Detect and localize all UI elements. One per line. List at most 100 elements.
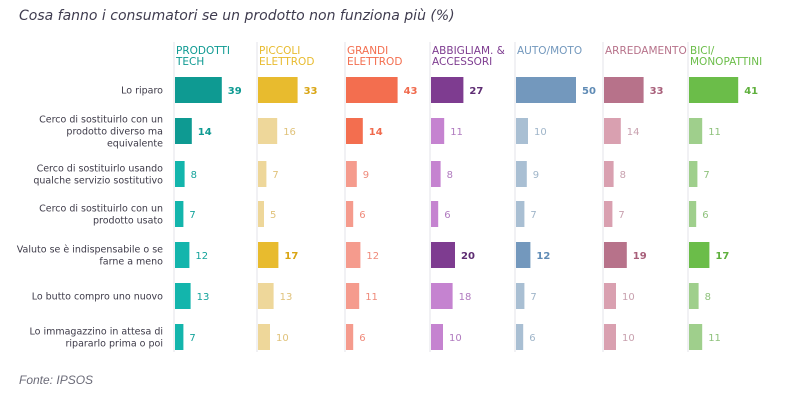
data-label: 33 [304, 86, 318, 97]
bar [689, 242, 710, 268]
bar [689, 161, 698, 187]
bar [346, 161, 357, 187]
bars [175, 77, 739, 350]
category-label: ripararlo prima o poi [66, 339, 164, 350]
data-label: 41 [744, 86, 758, 97]
data-label: 5 [270, 210, 276, 221]
series-header: ACCESSORI [432, 56, 492, 68]
series-header: AUTO/MOTO [517, 45, 582, 57]
bar [431, 77, 464, 103]
data-label: 14 [369, 127, 383, 138]
category-label: Cerco di sostituirlo con un [39, 115, 163, 126]
bar [604, 77, 644, 103]
bar [689, 118, 703, 144]
bar [258, 77, 298, 103]
bar [604, 201, 613, 227]
bar [689, 77, 739, 103]
data-label: 6 [444, 210, 450, 221]
bar [604, 161, 614, 187]
data-label: 7 [618, 210, 624, 221]
data-label: 10 [449, 333, 462, 344]
data-label: 6 [702, 210, 708, 221]
bar [346, 283, 360, 309]
category-label: Lo butto compro uno nuovo [32, 292, 163, 303]
data-label: 9 [363, 170, 369, 181]
series-header: TECH [175, 56, 204, 68]
data-label: 17 [715, 251, 729, 262]
series-header: ELETTROD [259, 56, 314, 68]
data-label: 8 [191, 170, 197, 181]
series-headers: PRODOTTITECHPICCOLIELETTRODGRANDIELETTRO… [173, 42, 762, 352]
category-label: Lo immagazzino in attesa di [29, 327, 163, 338]
bar [175, 161, 185, 187]
category-label: prodotto diverso ma [66, 127, 163, 138]
data-label: 17 [284, 251, 298, 262]
category-label: Cerco di sostituirlo usando [37, 164, 164, 175]
bar [516, 242, 531, 268]
bar [431, 283, 453, 309]
bar [431, 118, 445, 144]
data-label: 13 [197, 292, 210, 303]
data-label: 13 [280, 292, 293, 303]
data-label: 12 [536, 251, 550, 262]
category-label: prodotto usato [93, 216, 163, 227]
data-label: 7 [189, 210, 195, 221]
bar [175, 324, 184, 350]
data-label: 50 [582, 86, 596, 97]
category-label: farne a meno [99, 257, 163, 268]
data-label: 11 [708, 127, 721, 138]
bar [516, 201, 525, 227]
data-labels: 39 14 8 7 12 13 7 33 16 7 5 17 13 10 43 14 9 6 12 11 6 27 11 8 6… [189, 86, 758, 344]
bar [431, 324, 443, 350]
data-label: 33 [650, 86, 664, 97]
bar [604, 324, 616, 350]
data-label: 18 [459, 292, 472, 303]
data-label: 11 [708, 333, 721, 344]
series-header: ABBIGLIAM. & [432, 45, 505, 57]
data-label: 7 [272, 170, 278, 181]
bar [516, 118, 528, 144]
data-label: 7 [189, 333, 195, 344]
data-label: 20 [461, 251, 475, 262]
bar [175, 283, 191, 309]
bar [175, 242, 190, 268]
bar [175, 201, 184, 227]
data-label: 14 [627, 127, 640, 138]
series-header: MONOPATTINI [690, 56, 762, 68]
data-label: 19 [633, 251, 647, 262]
chart-title: Cosa fanno i consumatori se un prodotto … [19, 8, 455, 24]
data-label: 8 [447, 170, 453, 181]
bar [604, 242, 627, 268]
data-label: 9 [533, 170, 539, 181]
bar [604, 118, 621, 144]
data-label: 7 [530, 292, 536, 303]
bar [258, 242, 279, 268]
data-label: 43 [404, 86, 418, 97]
data-label: 10 [622, 333, 635, 344]
data-label: 12 [195, 251, 208, 262]
bar [516, 161, 527, 187]
bar [346, 242, 361, 268]
bar [516, 283, 525, 309]
bar [689, 201, 697, 227]
series-header: GRANDI [347, 45, 388, 57]
data-label: 27 [469, 86, 483, 97]
bar [516, 77, 576, 103]
bar [346, 201, 354, 227]
data-label: 7 [530, 210, 536, 221]
data-label: 7 [703, 170, 709, 181]
data-label: 10 [622, 292, 635, 303]
data-label: 16 [283, 127, 296, 138]
data-label: 10 [534, 127, 547, 138]
bar [258, 118, 278, 144]
data-label: 11 [450, 127, 463, 138]
category-label: Valuto se è indispensabile o se [17, 245, 163, 256]
bar [431, 201, 439, 227]
data-label: 6 [529, 333, 535, 344]
series-header: BICI/ [690, 45, 715, 57]
bar [258, 201, 264, 227]
bar [689, 324, 703, 350]
data-label: 12 [366, 251, 379, 262]
